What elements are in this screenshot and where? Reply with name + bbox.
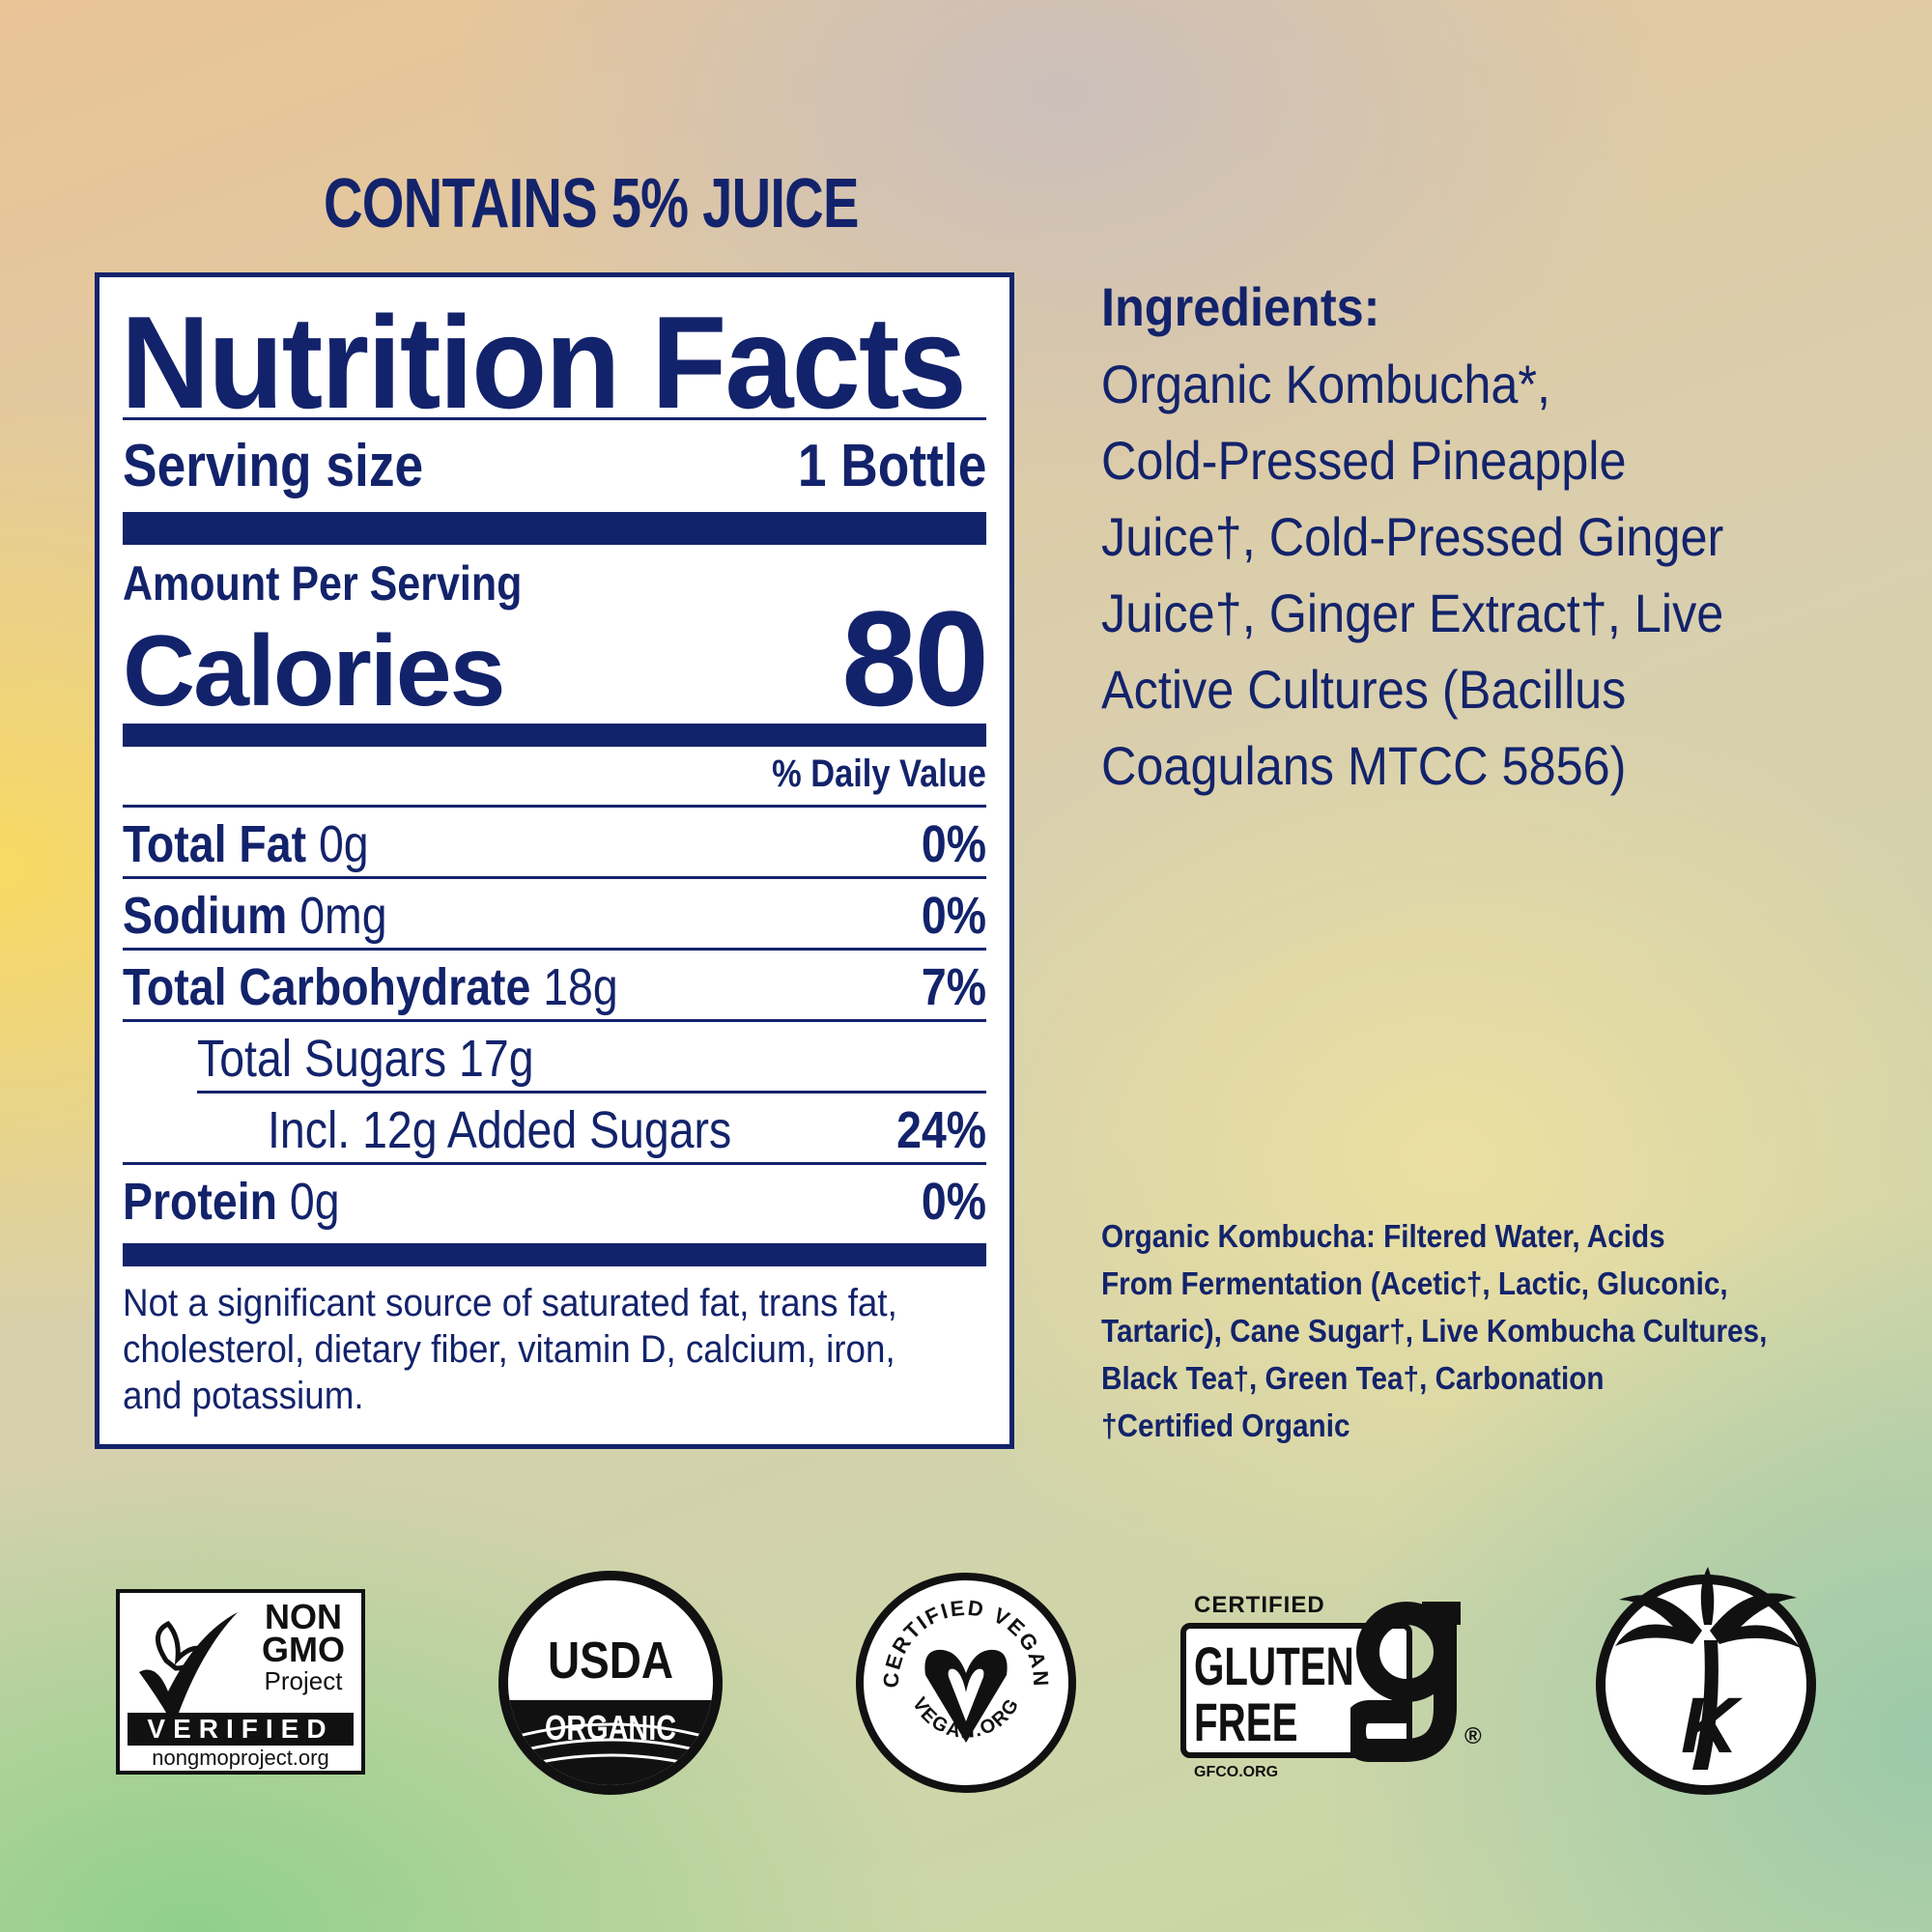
non-gmo-line2: GMO [262,1630,345,1669]
palm-tree-icon [1615,1567,1801,1770]
non-gmo-line3: Project [264,1666,343,1695]
kombucha-note: Organic Kombucha: Filtered Water, Acids … [1101,1212,1832,1449]
gluten-line2: FREE [1194,1691,1298,1752]
gluten-line1: GLUTEN [1194,1635,1354,1696]
serving-size-label: Serving size [123,433,424,499]
nutrient-dv: 24% [896,1101,986,1159]
daily-value-header: % Daily Value [772,753,986,795]
thick-divider [123,724,986,747]
nutrient-dv: 0% [921,815,986,873]
nutrient-name: Total Carbohydrate [123,958,531,1016]
divider [123,948,986,951]
usda-label: USDA [547,1632,674,1690]
ingredients-line: Juice†, Ginger Extract†, Live [1101,582,1724,643]
divider [123,1019,986,1022]
nutrient-dv: 7% [921,958,986,1016]
nutrient-name: Protein [123,1173,277,1231]
nutrient-dv: 0% [921,887,986,945]
nutrient-name: Sodium [123,887,288,945]
kombucha-note-line: From Fermentation (Acetic†, Lactic, Gluc… [1101,1265,1728,1301]
gluten-url: GFCO.ORG [1194,1764,1279,1780]
ingredients-line: Active Cultures (Bacillus [1101,659,1627,720]
divider [123,1162,986,1165]
calories-value: 80 [841,582,989,734]
juice-percentage: CONTAINS 5% JUICE [324,165,859,242]
divider [123,805,986,808]
nutrient-name: Total Fat [123,815,307,873]
calories-row: Calories 80 [123,582,989,734]
divider [123,417,986,420]
nutrient-row-protein: Protein 0g 0% [123,1172,986,1232]
serving-size-row: Serving size 1 Bottle [123,432,986,500]
nutrient-amount: 0g [318,815,369,873]
ingredients-list: Organic Kombucha*, Cold-Pressed Pineappl… [1101,346,1814,804]
kombucha-note-line: Black Tea†, Green Tea†, Carbonation [1101,1360,1605,1396]
nutrient-dv: 0% [921,1173,986,1231]
kosher-letter: K [1681,1682,1739,1770]
divider [123,876,986,879]
g-logo-icon [1350,1602,1461,1762]
gluten-free-badge: CERTIFIED GLUTEN FREE ® GFCO.ORG [1180,1592,1499,1785]
butterfly-check-icon [139,1612,238,1726]
nutrient-row-total-carbohydrate: Total Carbohydrate 18g 7% [123,957,986,1017]
thick-divider [123,512,986,545]
kombucha-note-line: Tartaric), Cane Sugar†, Live Kombucha Cu… [1101,1313,1768,1349]
usda-organic-badge: USDA ORGANIC [498,1571,723,1795]
ingredients-line: Cold-Pressed Pineapple [1101,430,1627,491]
non-gmo-badge: NON GMO Project VERIFIED nongmoproject.o… [116,1589,365,1775]
nutrition-footnote: Not a significant source of saturated fa… [123,1282,897,1417]
nutrition-facts-title: Nutrition Facts [121,289,967,436]
kombucha-note-line: Organic Kombucha: Filtered Water, Acids [1101,1218,1665,1254]
nutrient-amount: 18g [543,958,618,1016]
non-gmo-line1: NON [265,1597,342,1636]
calories-label: Calories [123,615,505,727]
nutrient-row-total-fat: Total Fat 0g 0% [123,814,986,874]
nutrition-facts-panel: Nutrition Facts Serving size 1 Bottle Am… [95,272,1014,1449]
nutrient-row-added-sugars: Incl. 12g Added Sugars 24% [268,1100,986,1160]
ingredients-line: Coagulans MTCC 5856) [1101,735,1627,796]
daily-value-header-row: % Daily Value [123,753,986,796]
nutrient-amount: Total Sugars 17g [197,1030,534,1088]
non-gmo-url: nongmoproject.org [152,1746,329,1770]
amount-per-serving-label: Amount Per Serving [123,556,523,611]
ingredients-line: Organic Kombucha*, [1101,354,1551,414]
field-lines-icon [508,1722,713,1772]
nutrient-row-sodium: Sodium 0mg 0% [123,886,986,946]
organic-label: ORGANIC [545,1708,676,1747]
kosher-badge: K [1596,1563,1818,1795]
certified-vegan-badge: CERTIFIED VEGAN VEGAN.ORG [856,1573,1076,1793]
nutrient-amount: 0mg [299,887,387,945]
kombucha-note-line: †Certified Organic [1101,1407,1350,1443]
thick-divider [123,1243,986,1266]
nutrient-amount: Incl. 12g Added Sugars [268,1101,732,1159]
gluten-registered: ® [1464,1723,1482,1749]
divider [197,1091,986,1094]
ingredients-heading: Ingredients: [1101,276,1380,337]
amount-per-serving-row: Amount Per Serving [123,555,986,611]
heart-v-icon [924,1649,1008,1743]
serving-size-value: 1 Bottle [797,433,986,499]
nutrient-amount: 0g [289,1173,340,1231]
nutrient-row-total-sugars: Total Sugars 17g [197,1029,986,1089]
ingredients-line: Juice†, Cold-Pressed Ginger [1101,506,1724,567]
gluten-certified-label: CERTIFIED [1194,1592,1325,1618]
non-gmo-verified: VERIFIED [128,1713,354,1746]
